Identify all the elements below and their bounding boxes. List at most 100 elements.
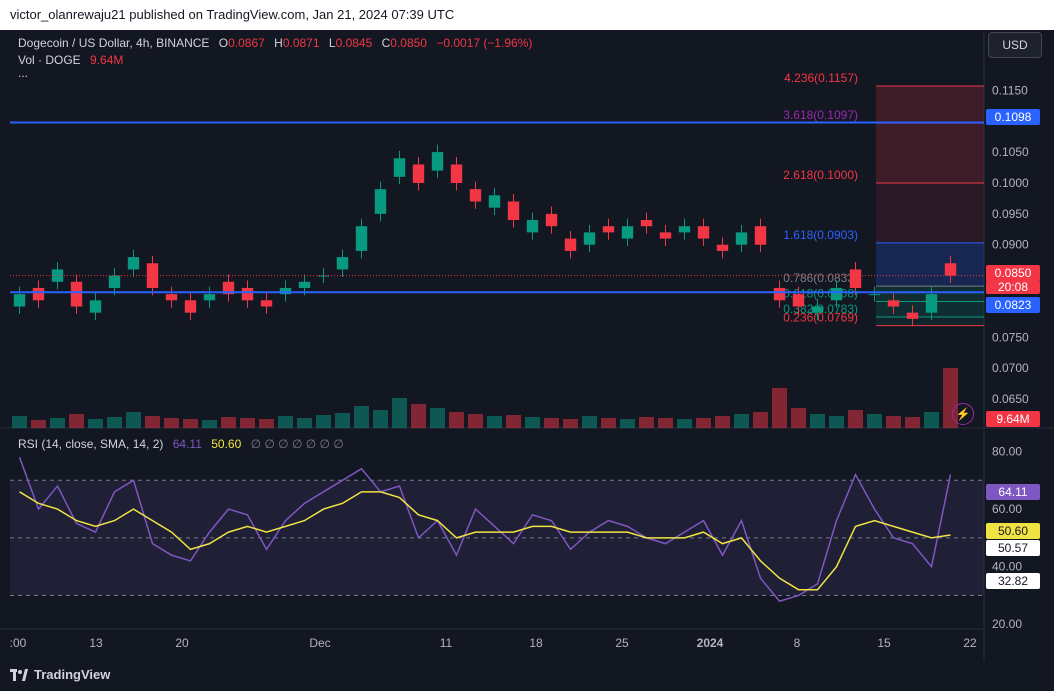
candle-body bbox=[697, 226, 710, 239]
volume-label: Vol · DOGE bbox=[18, 53, 81, 67]
rsi-chip: 64.11 bbox=[986, 484, 1040, 500]
volume-value: 9.64M bbox=[90, 53, 124, 67]
close-label: C bbox=[381, 36, 391, 50]
volume-bar bbox=[88, 419, 103, 428]
rsi-sma-chip-b: 50.57 bbox=[986, 540, 1040, 556]
volume-bar bbox=[411, 404, 426, 428]
close-value: 0.0850 bbox=[390, 36, 427, 50]
rsi-extra-values: ∅ ∅ ∅ ∅ ∅ ∅ ∅ bbox=[250, 437, 344, 451]
candle-body bbox=[678, 226, 691, 233]
rsi-legend: RSI (14, close, SMA, 14, 2) 64.11 50.60 … bbox=[18, 437, 344, 451]
time-tick-label: 22 bbox=[963, 636, 977, 650]
volume-bar bbox=[107, 417, 122, 428]
volume-bar bbox=[69, 414, 84, 428]
candle-body bbox=[583, 232, 596, 245]
fib-label-1: 3.618(0.1097) bbox=[783, 108, 858, 122]
candle-body bbox=[450, 164, 463, 183]
publisher-bar: victor_olanrewaju21 published on Trading… bbox=[0, 0, 1054, 30]
volume-bar bbox=[791, 408, 806, 428]
rsi-tick-label: 60.00 bbox=[992, 502, 1022, 516]
candle-body bbox=[393, 158, 406, 177]
volume-bar bbox=[449, 412, 464, 428]
volume-bar bbox=[373, 410, 388, 428]
volume-bar bbox=[468, 414, 483, 428]
candle-body bbox=[336, 257, 349, 270]
fib-zone-4 bbox=[876, 316, 984, 326]
volume-bar bbox=[924, 412, 939, 428]
candle-body bbox=[146, 263, 159, 288]
more-indicators[interactable]: ... bbox=[18, 66, 29, 80]
volume-bar bbox=[658, 418, 673, 428]
candle-body bbox=[70, 281, 83, 307]
fib-zone-1 bbox=[876, 182, 984, 243]
volume-bar bbox=[145, 416, 160, 428]
volume-bar bbox=[620, 419, 635, 428]
candle-body bbox=[944, 263, 957, 276]
volume-bar bbox=[31, 420, 46, 428]
open-value: 0.0867 bbox=[228, 36, 265, 50]
volume-bar bbox=[563, 419, 578, 428]
candle-body bbox=[279, 287, 292, 295]
volume-bar bbox=[392, 398, 407, 428]
volume-bar bbox=[183, 419, 198, 428]
low-label: L bbox=[328, 36, 336, 50]
candle-body bbox=[51, 269, 64, 282]
fib-zone-0 bbox=[876, 86, 984, 183]
candle-body bbox=[507, 201, 520, 221]
volume-bar bbox=[316, 415, 331, 428]
lightning-icon[interactable]: ⚡ bbox=[952, 403, 974, 425]
volume-bar bbox=[50, 418, 65, 428]
candle-body bbox=[184, 300, 197, 313]
volume-bar bbox=[297, 418, 312, 428]
change-value: −0.0017 (−1.96%) bbox=[436, 36, 533, 50]
time-tick-label: 8 bbox=[794, 636, 801, 650]
rsi-sma-line bbox=[19, 491, 951, 591]
volume-bar bbox=[259, 419, 274, 428]
volume-bar bbox=[12, 416, 27, 428]
fib-zone-2 bbox=[876, 242, 984, 287]
candle-body bbox=[792, 294, 805, 307]
candle-body bbox=[469, 189, 482, 202]
fib-label-4: 0.786(0.0833) bbox=[783, 271, 858, 285]
last-price-chip: 0.0850 bbox=[986, 265, 1040, 281]
countdown-chip: 20:08 bbox=[986, 280, 1040, 294]
candle-body bbox=[640, 220, 653, 227]
volume-bar bbox=[696, 418, 711, 428]
rsi-label: RSI (14, close, SMA, 14, 2) bbox=[18, 437, 164, 451]
currency-button[interactable]: USD bbox=[988, 32, 1042, 58]
volume-bar bbox=[487, 416, 502, 428]
volume-bar bbox=[810, 414, 825, 428]
publisher-text: victor_olanrewaju21 published on Trading… bbox=[10, 7, 455, 22]
candle-body bbox=[412, 164, 425, 183]
candle-body bbox=[488, 195, 501, 208]
candle-body bbox=[13, 294, 26, 307]
candlestick-chart[interactable]: 4.236(0.1157) 3.618(0.1097) 2.618(0.1000) 1… bbox=[0, 30, 1054, 661]
rsi-tick-label: 80.00 bbox=[992, 445, 1022, 459]
volume-bar bbox=[772, 388, 787, 428]
volume-bar bbox=[582, 416, 597, 428]
volume-bar bbox=[867, 414, 882, 428]
volume-bar bbox=[221, 417, 236, 428]
candle-body bbox=[165, 294, 178, 301]
resistance-price-chip: 0.1098 bbox=[986, 109, 1040, 125]
candle-body bbox=[260, 300, 273, 307]
price-tick-label: 0.1050 bbox=[992, 145, 1029, 159]
candle-body bbox=[716, 244, 729, 251]
candle-body bbox=[526, 220, 539, 233]
candle-body bbox=[887, 300, 900, 307]
volume-chip: 9.64M bbox=[986, 411, 1040, 427]
volume-bar bbox=[601, 418, 616, 428]
tradingview-brand: TradingView bbox=[34, 667, 111, 682]
volume-bar bbox=[278, 416, 293, 428]
candle-body bbox=[906, 312, 919, 319]
time-tick-label: 13 bbox=[89, 636, 103, 650]
symbol-legend: Dogecoin / US Dollar, 4h, BINANCE O0.086… bbox=[18, 36, 532, 50]
time-tick-label: 2024 bbox=[697, 636, 724, 650]
candle-body bbox=[849, 269, 862, 288]
time-tick-label: 11 bbox=[440, 636, 453, 650]
candle-body bbox=[659, 232, 672, 239]
volume-bar bbox=[354, 406, 369, 428]
tradingview-logo[interactable]: TradingView bbox=[10, 667, 110, 682]
volume-bar bbox=[639, 417, 654, 428]
volume-bar bbox=[848, 410, 863, 428]
